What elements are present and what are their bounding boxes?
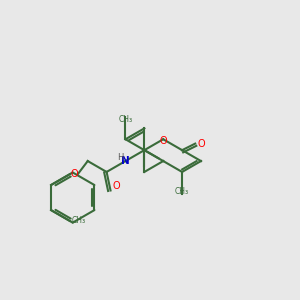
Text: O: O: [197, 139, 205, 148]
Text: H: H: [117, 153, 124, 162]
Text: CH₃: CH₃: [118, 116, 133, 124]
Text: O: O: [112, 182, 120, 191]
Text: N: N: [121, 156, 130, 166]
Text: O: O: [71, 169, 79, 179]
Text: O: O: [159, 136, 167, 146]
Text: CH₃: CH₃: [175, 187, 189, 196]
Text: CH₃: CH₃: [72, 217, 86, 226]
